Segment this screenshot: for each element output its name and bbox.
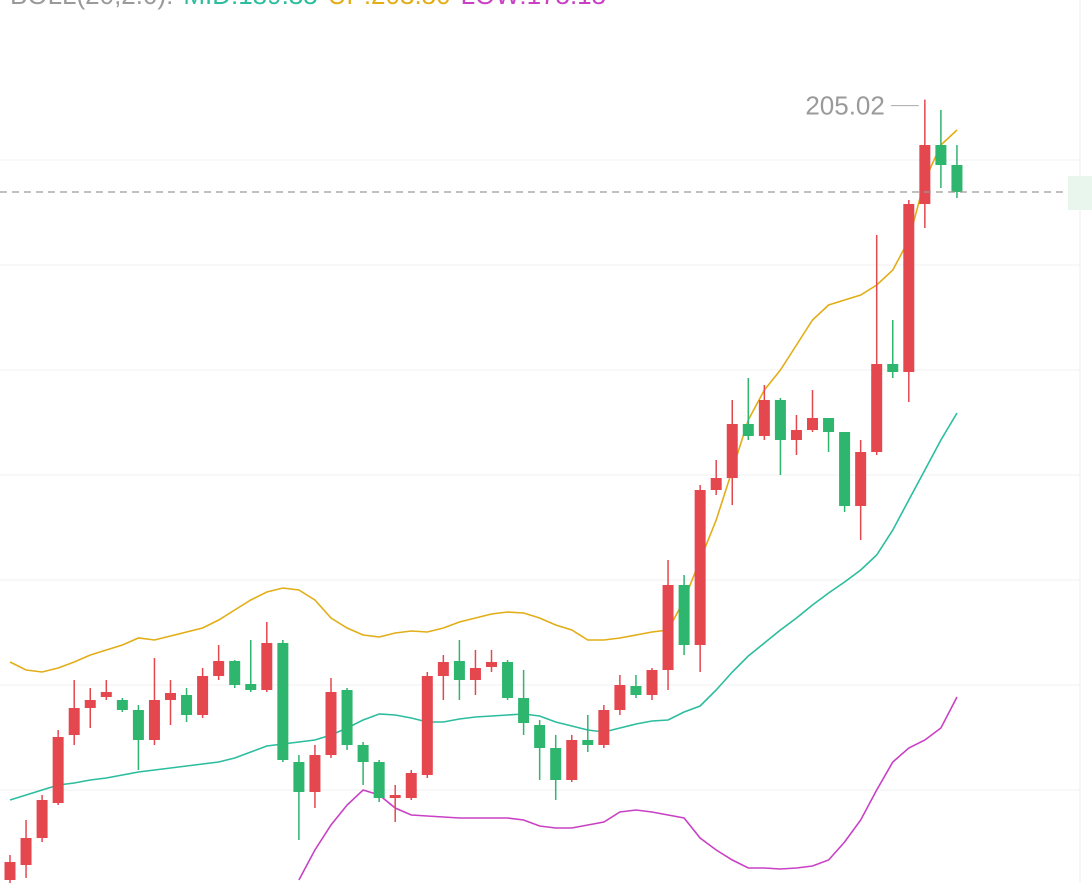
candle-body — [4, 862, 16, 880]
candle-body — [710, 478, 722, 490]
band-line — [298, 696, 958, 881]
legend-entry: LOW:175.15 — [461, 0, 607, 10]
candle-body — [277, 643, 289, 760]
candle-body — [36, 800, 48, 838]
band-line — [9, 129, 958, 673]
candle-body — [839, 432, 851, 506]
candle-body — [132, 710, 144, 740]
candle-body — [197, 676, 209, 715]
band-line — [9, 412, 958, 801]
candle-body — [469, 668, 481, 680]
candle-body — [325, 692, 337, 755]
candle-body — [148, 700, 160, 740]
candle-body — [726, 424, 738, 478]
candle-body — [20, 838, 32, 865]
candle-body — [389, 795, 401, 798]
candle-body — [357, 745, 369, 762]
candle-body — [373, 762, 385, 798]
candle-body — [598, 710, 610, 745]
candle-body — [181, 695, 193, 715]
candle-body — [421, 676, 433, 775]
candle-body — [518, 698, 530, 723]
candle-body — [790, 430, 802, 440]
candles — [4, 99, 963, 883]
candle-body — [614, 685, 626, 710]
indicator-legend: BOLL(20,2.0): MID:189.35 UP:203.50 LOW:175.… — [10, 0, 606, 10]
candle-body — [229, 661, 241, 685]
candle-body — [502, 662, 514, 698]
candle-body — [405, 773, 417, 798]
grid — [0, 159, 1080, 791]
candle-body — [550, 748, 562, 780]
candle-body — [437, 662, 449, 676]
candle-body — [100, 692, 112, 697]
candle-body — [678, 585, 690, 645]
candle-body — [52, 737, 64, 803]
candle-body — [662, 585, 674, 670]
bollinger-bands — [9, 129, 958, 881]
candle-body — [566, 740, 578, 780]
candle-body — [903, 204, 915, 372]
candle-body — [534, 725, 546, 748]
candle-body — [453, 661, 465, 680]
price-tag — [1068, 176, 1092, 210]
candle-body — [84, 700, 96, 708]
candle-body — [341, 690, 353, 745]
candle-body — [646, 670, 658, 695]
candle-body — [309, 755, 321, 792]
candle-body — [935, 145, 947, 165]
overlay: 205.02 — [0, 91, 1066, 193]
candle-body — [758, 400, 770, 436]
candle-body — [68, 708, 80, 735]
candle-body — [116, 700, 128, 710]
legend-entry: MID:189.35 — [183, 0, 317, 10]
candle-body — [887, 364, 899, 372]
candle-body — [245, 684, 257, 690]
candle-body — [774, 400, 786, 440]
legend-entry: UP:203.50 — [328, 0, 451, 10]
candle-body — [951, 165, 963, 192]
candle-body — [742, 424, 754, 436]
candle-body — [855, 452, 867, 506]
candle-body — [871, 364, 883, 452]
candle-body — [582, 740, 594, 745]
max-label: 205.02 — [805, 91, 885, 121]
candle-body — [261, 643, 273, 690]
candle-body — [807, 418, 818, 430]
candle-body — [919, 145, 931, 204]
candle-body — [823, 418, 835, 432]
candle-body — [630, 686, 642, 695]
candle-body — [486, 662, 497, 667]
indicator-label: BOLL(20,2.0): — [10, 0, 173, 10]
candle-body — [165, 693, 176, 700]
candle-body — [213, 661, 225, 676]
candle-body — [293, 762, 305, 792]
candle-body — [694, 490, 706, 645]
